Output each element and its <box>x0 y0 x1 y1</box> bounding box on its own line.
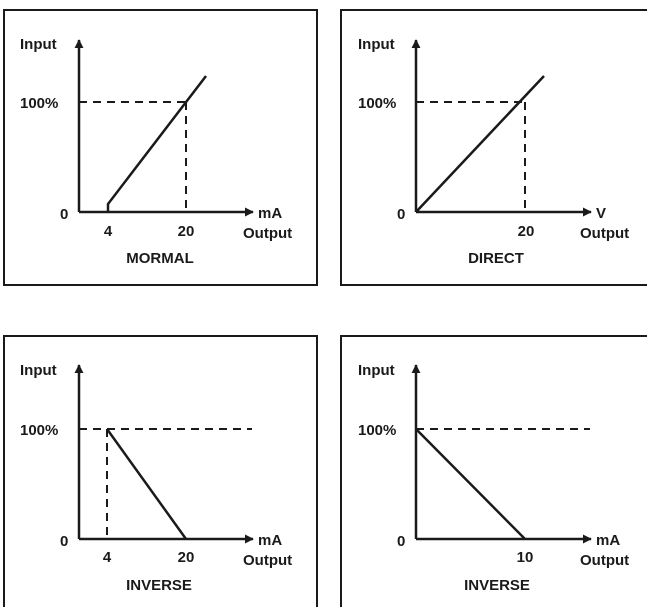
x-tick-20: 20 <box>178 223 195 240</box>
y-axis-label: Input <box>20 36 57 53</box>
y-tick-0: 0 <box>60 206 68 223</box>
y-tick-100: 100% <box>358 95 396 112</box>
x-tick-4: 4 <box>104 223 113 240</box>
x-axis-label: Output <box>580 225 629 242</box>
panel-frame <box>340 9 647 286</box>
panel-frame <box>3 9 318 286</box>
y-axis-label: Input <box>20 362 57 379</box>
panel-caption: INVERSE <box>464 577 530 594</box>
y-tick-0: 0 <box>397 206 405 223</box>
panel-caption: DIRECT <box>468 250 524 267</box>
y-tick-100: 100% <box>20 422 58 439</box>
panel-caption: MORMAL <box>126 250 194 267</box>
curve-line <box>415 428 526 540</box>
x-unit-label: mA <box>258 532 282 549</box>
x-axis-label: Output <box>580 552 629 569</box>
panel-normal: Input 100% 0 4 20 mA Output MORMAL <box>3 9 318 286</box>
x-tick-20: 20 <box>178 549 195 566</box>
panel-direct: Input 100% 0 20 V Output DIRECT <box>340 9 647 286</box>
x-tick-4: 4 <box>103 549 112 566</box>
x-unit-label: V <box>596 205 606 222</box>
panel-inverse-4-20: Input 100% 0 4 20 mA Output INVERSE <box>3 335 318 607</box>
curve-line <box>105 428 188 540</box>
curve-line <box>106 75 207 212</box>
y-axis-label: Input <box>358 362 395 379</box>
y-axis-label: Input <box>358 36 395 53</box>
x-unit-label: mA <box>258 205 282 222</box>
y-tick-0: 0 <box>60 533 68 550</box>
x-axis-label: Output <box>243 225 292 242</box>
y-tick-100: 100% <box>20 95 58 112</box>
y-tick-0: 0 <box>397 533 405 550</box>
x-tick-20: 20 <box>518 223 535 240</box>
panel-inverse-0-10: Input 100% 0 10 mA Output INVERSE <box>340 335 647 607</box>
x-unit-label: mA <box>596 532 620 549</box>
panel-frame <box>340 335 647 607</box>
panel-frame <box>3 335 318 607</box>
x-axis-label: Output <box>243 552 292 569</box>
y-tick-100: 100% <box>358 422 396 439</box>
x-tick-10: 10 <box>517 549 534 566</box>
panel-caption: INVERSE <box>126 577 192 594</box>
curve-line <box>415 75 545 213</box>
